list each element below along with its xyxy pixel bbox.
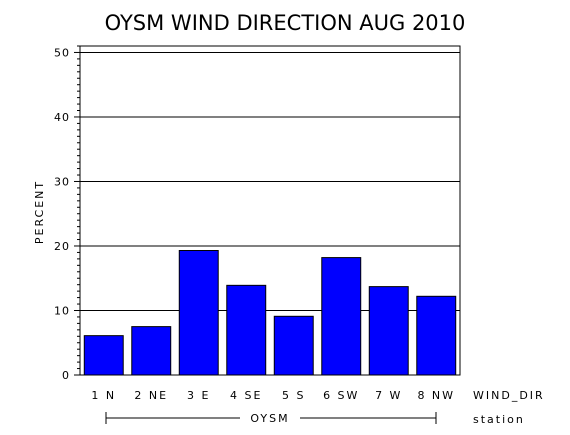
y-tick-label: 10 (54, 304, 70, 317)
group-label: OYSM (250, 412, 289, 425)
bar (416, 295, 457, 376)
bar (321, 257, 362, 376)
y-tick-label: 30 (54, 175, 70, 188)
y-axis: 0 10 20 30 40 50 (54, 45, 80, 382)
bar (178, 249, 219, 376)
bar (131, 326, 172, 376)
x-tick-label: 7 W (375, 389, 402, 402)
plot-frame (79, 45, 461, 376)
x-tick-label: 6 SW (323, 389, 359, 402)
group-bracket (105, 412, 437, 424)
y-tick-label: 50 (54, 46, 70, 59)
chart-title: OYSM WIND DIRECTION AUG 2010 (105, 11, 466, 35)
bar (368, 286, 409, 376)
bars (83, 249, 457, 376)
x-tick-label: 5 S (282, 389, 305, 402)
bar (83, 335, 124, 376)
x-tick-label: 3 E (187, 389, 210, 402)
x-tick-label: 8 NW (417, 389, 455, 402)
y-tick-label: 0 (62, 369, 70, 382)
x-tick-label: 1 N (91, 389, 116, 402)
x-axis-label: WIND_DIR (473, 389, 545, 402)
y-axis-label: PERCENT (33, 180, 46, 244)
bar (226, 284, 267, 376)
gridlines (80, 51, 460, 311)
bar (273, 315, 314, 376)
x-tick-labels: 1 N 2 NE 3 E 4 SE 5 S 6 SW 7 W 8 NW (91, 389, 455, 402)
x-tick-label: 4 SE (230, 389, 262, 402)
y-tick-label: 20 (54, 240, 70, 253)
y-tick-label: 40 (54, 111, 70, 124)
x-tick-label: 2 NE (134, 389, 168, 402)
group-axis-label: station (473, 413, 525, 426)
